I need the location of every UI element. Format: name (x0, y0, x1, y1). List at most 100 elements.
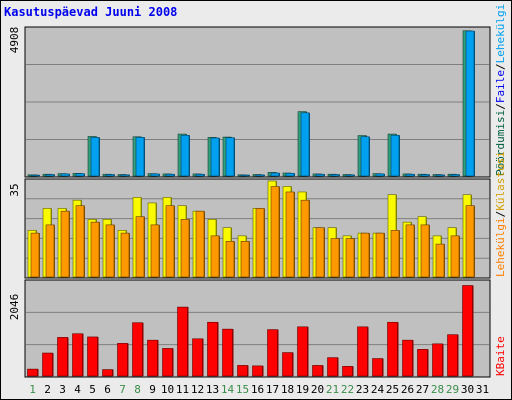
panel-hits-files: 4908 (8, 26, 491, 178)
x-tick-label: 10 (161, 383, 174, 396)
bar-Lehekülgi (45, 224, 55, 278)
bar-Faile (225, 137, 235, 177)
bar-KBaite (147, 339, 158, 377)
legend-pages-visits: Lehekülgi/Külastusi (494, 151, 507, 277)
bar-Faile (150, 173, 160, 177)
bar-KBaite (117, 343, 128, 377)
bar-KBaite (162, 348, 173, 377)
bar-Faile (345, 174, 355, 177)
bar-Lehekülgi (90, 221, 100, 278)
bar-KBaite (222, 328, 233, 377)
x-tick-label: 14 (221, 383, 235, 396)
y-max-label: 2046 (8, 294, 21, 321)
x-tick-label: 17 (266, 383, 279, 396)
bar-Lehekülgi (135, 216, 145, 278)
bar-Faile (315, 173, 325, 177)
x-tick-label: 24 (371, 383, 385, 396)
x-tick-label: 25 (386, 383, 399, 396)
bar-Faile (375, 173, 385, 177)
bar-Faile (75, 173, 85, 177)
x-tick-label: 7 (119, 383, 126, 396)
x-tick-label: 18 (281, 383, 294, 396)
legend-part: Pöördumisi (494, 110, 507, 176)
bar-Faile (360, 136, 370, 177)
bar-KBaite (267, 329, 278, 377)
bar-KBaite (87, 336, 98, 377)
bar-KBaite (327, 357, 338, 377)
bar-KBaite (372, 358, 383, 377)
bar-Faile (255, 174, 265, 177)
bar-Faile (135, 137, 145, 177)
bar-Lehekülgi (405, 224, 415, 278)
bar-Lehekülgi (465, 205, 475, 278)
bar-Lehekülgi (270, 186, 280, 278)
bar-Lehekülgi (210, 235, 220, 278)
legend-hits-files: Pöördumisi/Faile/Lehekülgi (494, 4, 507, 176)
bar-Lehekülgi (30, 232, 40, 278)
bar-Faile (60, 173, 70, 177)
bar-KBaite (447, 334, 458, 377)
x-tick-label: 9 (149, 383, 156, 396)
x-tick-label: 5 (89, 383, 96, 396)
bar-Lehekülgi (375, 232, 385, 278)
bar-Lehekülgi (315, 227, 325, 278)
bar-Lehekülgi (60, 210, 70, 278)
bar-Lehekülgi (435, 243, 445, 278)
bar-Faile (330, 174, 340, 177)
x-tick-label: 12 (191, 383, 204, 396)
y-max-label: 35 (8, 183, 21, 196)
bar-KBaite (282, 352, 293, 377)
x-tick-label: 3 (59, 383, 66, 396)
bar-Faile (240, 174, 250, 177)
bar-Faile (420, 174, 430, 177)
x-tick-label: 8 (134, 383, 141, 396)
x-tick-label: 26 (401, 383, 414, 396)
x-tick-label: 27 (416, 383, 429, 396)
legend-part: Külastusi (494, 151, 507, 211)
bar-KBaite (462, 285, 473, 377)
legend-part: Lehekülgi (494, 217, 507, 277)
bar-Lehekülgi (180, 219, 190, 278)
legend-part: KBaite (494, 336, 507, 376)
bar-Lehekülgi (150, 224, 160, 278)
bar-Lehekülgi (300, 199, 310, 278)
bar-Lehekülgi (225, 241, 235, 278)
legend-part: / (494, 103, 507, 110)
x-tick-label: 15 (236, 383, 249, 396)
bar-Faile (405, 173, 415, 177)
bar-KBaite (237, 365, 248, 377)
legend-part: / (494, 63, 507, 70)
legend-part: / (494, 211, 507, 218)
bar-Faile (120, 174, 130, 177)
bar-Lehekülgi (330, 238, 340, 278)
bar-Lehekülgi (165, 205, 175, 278)
bar-KBaite (387, 321, 398, 377)
panel-kbytes: 2046 (8, 279, 491, 378)
bar-KBaite (42, 352, 53, 377)
bar-KBaite (417, 349, 428, 377)
bar-KBaite (72, 333, 83, 377)
bar-Faile (105, 174, 115, 177)
bar-Faile (285, 173, 295, 177)
bar-KBaite (132, 322, 143, 377)
x-tick-label: 19 (296, 383, 309, 396)
legend-kbytes: KBaite (494, 336, 507, 376)
x-tick-label: 13 (206, 383, 219, 396)
bar-Faile (435, 174, 445, 177)
x-tick-label: 16 (251, 383, 264, 396)
bar-Faile (300, 112, 310, 177)
bar-Faile (465, 30, 475, 177)
bar-Faile (195, 173, 205, 177)
x-tick-label: 6 (104, 383, 111, 396)
bar-Lehekülgi (105, 224, 115, 278)
bar-Lehekülgi (360, 232, 370, 278)
bar-Faile (210, 137, 220, 177)
x-tick-label: 22 (341, 383, 354, 396)
bar-Lehekülgi (195, 210, 205, 278)
bar-KBaite (27, 368, 38, 377)
bar-Lehekülgi (345, 238, 355, 278)
bar-KBaite (207, 321, 218, 377)
bar-Lehekülgi (450, 235, 460, 278)
bar-Faile (165, 173, 175, 177)
x-tick-label: 31 (476, 383, 489, 396)
